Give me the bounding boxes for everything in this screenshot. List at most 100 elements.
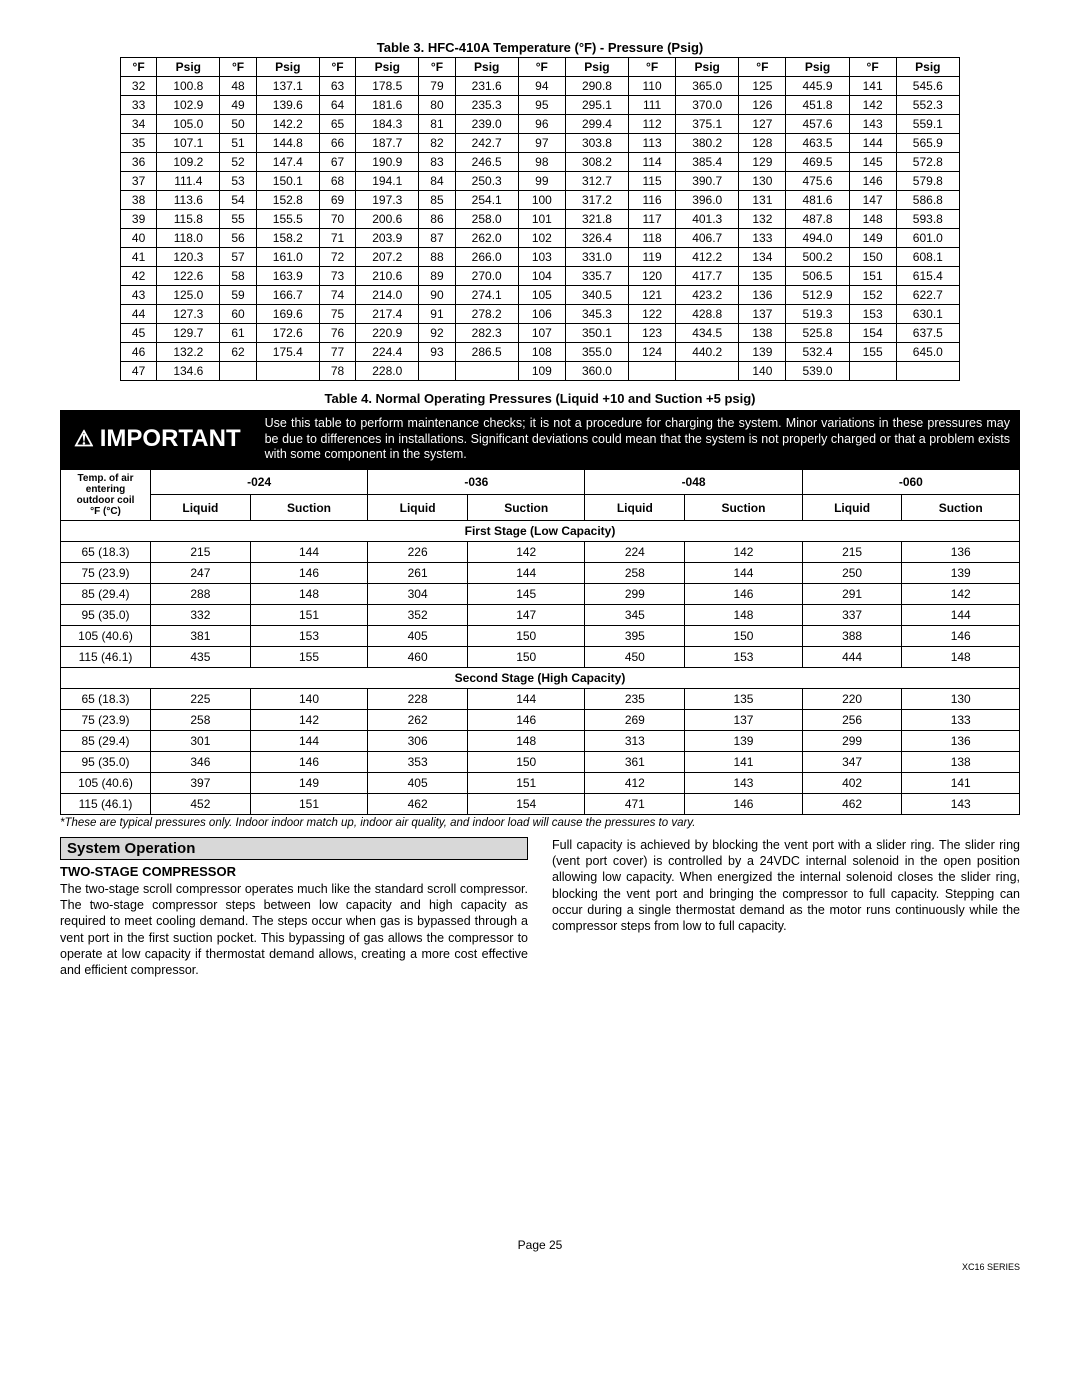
t3-cell: 231.6 bbox=[455, 77, 518, 96]
t4-cell: 140 bbox=[250, 688, 367, 709]
t3-cell: 586.8 bbox=[896, 191, 959, 210]
t3-cell: 93 bbox=[419, 343, 455, 362]
t4-cell: 258 bbox=[585, 562, 685, 583]
t3-cell: 98 bbox=[518, 153, 565, 172]
t3-cell: 282.3 bbox=[455, 324, 518, 343]
t3-cell: 572.8 bbox=[896, 153, 959, 172]
t3-col-header: °F bbox=[121, 58, 157, 77]
important-text: Use this table to perform maintenance ch… bbox=[255, 410, 1020, 469]
t3-cell: 138 bbox=[739, 324, 786, 343]
t4-cell: 149 bbox=[250, 772, 367, 793]
t3-cell: 66 bbox=[319, 134, 355, 153]
t3-cell: 77 bbox=[319, 343, 355, 362]
t3-cell: 406.7 bbox=[676, 229, 739, 248]
t4-cell: 224 bbox=[585, 541, 685, 562]
t4-cell: 146 bbox=[902, 625, 1020, 646]
t3-cell: 127.3 bbox=[157, 305, 220, 324]
t3-cell: 152.8 bbox=[256, 191, 319, 210]
t3-cell: 166.7 bbox=[256, 286, 319, 305]
t3-cell: 41 bbox=[121, 248, 157, 267]
t3-cell: 139 bbox=[739, 343, 786, 362]
t3-cell: 331.0 bbox=[565, 248, 628, 267]
t4-cell: 288 bbox=[151, 583, 251, 604]
t4-cell: 142 bbox=[685, 541, 802, 562]
t3-cell: 101 bbox=[518, 210, 565, 229]
t4-cell: 144 bbox=[250, 541, 367, 562]
t3-cell: 487.8 bbox=[786, 210, 849, 229]
t4-cell: 105 (40.6) bbox=[61, 625, 151, 646]
t4-cell: 150 bbox=[467, 751, 584, 772]
t3-cell: 278.2 bbox=[455, 305, 518, 324]
t3-cell: 254.1 bbox=[455, 191, 518, 210]
t3-cell: 108 bbox=[518, 343, 565, 362]
t4-cell: 150 bbox=[685, 625, 802, 646]
t3-cell bbox=[896, 362, 959, 381]
t4-cell: 215 bbox=[151, 541, 251, 562]
para-left: The two-stage scroll compressor operates… bbox=[60, 881, 528, 979]
t3-cell: 147.4 bbox=[256, 153, 319, 172]
t3-cell: 181.6 bbox=[356, 96, 419, 115]
t3-cell: 65 bbox=[319, 115, 355, 134]
t3-cell: 46 bbox=[121, 343, 157, 362]
t4-cell: 75 (23.9) bbox=[61, 562, 151, 583]
t3-cell: 375.1 bbox=[676, 115, 739, 134]
t3-cell: 90 bbox=[419, 286, 455, 305]
t3-cell: 579.8 bbox=[896, 172, 959, 191]
t3-cell: 434.5 bbox=[676, 324, 739, 343]
t4-cell: 130 bbox=[902, 688, 1020, 709]
t4-cell: 146 bbox=[685, 793, 802, 814]
t3-cell: 72 bbox=[319, 248, 355, 267]
t3-cell: 122 bbox=[629, 305, 676, 324]
t3-cell bbox=[849, 362, 896, 381]
t4-cell: 269 bbox=[585, 709, 685, 730]
t3-cell: 401.3 bbox=[676, 210, 739, 229]
t3-cell: 152 bbox=[849, 286, 896, 305]
t3-cell: 37 bbox=[121, 172, 157, 191]
t3-cell: 35 bbox=[121, 134, 157, 153]
t3-cell: 139.6 bbox=[256, 96, 319, 115]
t3-cell bbox=[419, 362, 455, 381]
t4-cell: 144 bbox=[250, 730, 367, 751]
t4-cell: 262 bbox=[368, 709, 468, 730]
t3-cell: 110 bbox=[629, 77, 676, 96]
t3-cell: 74 bbox=[319, 286, 355, 305]
t3-cell: 262.0 bbox=[455, 229, 518, 248]
t4-cell: 145 bbox=[467, 583, 584, 604]
important-word: IMPORTANT bbox=[100, 425, 241, 453]
t3-cell: 76 bbox=[319, 324, 355, 343]
t4-cell: 85 (29.4) bbox=[61, 583, 151, 604]
t3-cell: 122.6 bbox=[157, 267, 220, 286]
t3-cell: 47 bbox=[121, 362, 157, 381]
t3-cell: 144.8 bbox=[256, 134, 319, 153]
t3-cell: 127 bbox=[739, 115, 786, 134]
model-048: -048 bbox=[585, 469, 802, 495]
t3-cell: 622.7 bbox=[896, 286, 959, 305]
t3-cell: 155 bbox=[849, 343, 896, 362]
t4-cell: 220 bbox=[802, 688, 902, 709]
t4-cell: 235 bbox=[585, 688, 685, 709]
t3-cell: 645.0 bbox=[896, 343, 959, 362]
t3-cell: 545.6 bbox=[896, 77, 959, 96]
t3-cell: 38 bbox=[121, 191, 157, 210]
t3-cell: 56 bbox=[220, 229, 256, 248]
t3-cell: 197.3 bbox=[356, 191, 419, 210]
t4-cell: 395 bbox=[585, 625, 685, 646]
t3-cell: 79 bbox=[419, 77, 455, 96]
t4-subcol: Liquid bbox=[802, 495, 902, 521]
t4-cell: 148 bbox=[250, 583, 367, 604]
t3-cell: 140 bbox=[739, 362, 786, 381]
t3-cell: 224.4 bbox=[356, 343, 419, 362]
table3-title: Table 3. HFC-410A Temperature (°F) - Pre… bbox=[60, 40, 1020, 55]
t3-cell: 194.1 bbox=[356, 172, 419, 191]
t4-cell: 452 bbox=[151, 793, 251, 814]
t3-cell: 109.2 bbox=[157, 153, 220, 172]
t4-cell: 141 bbox=[685, 751, 802, 772]
t3-cell: 81 bbox=[419, 115, 455, 134]
t4-cell: 146 bbox=[250, 562, 367, 583]
t3-cell: 80 bbox=[419, 96, 455, 115]
t3-cell: 532.4 bbox=[786, 343, 849, 362]
t4-cell: 361 bbox=[585, 751, 685, 772]
t4-cell: 301 bbox=[151, 730, 251, 751]
t3-cell: 380.2 bbox=[676, 134, 739, 153]
t3-col-header: °F bbox=[419, 58, 455, 77]
